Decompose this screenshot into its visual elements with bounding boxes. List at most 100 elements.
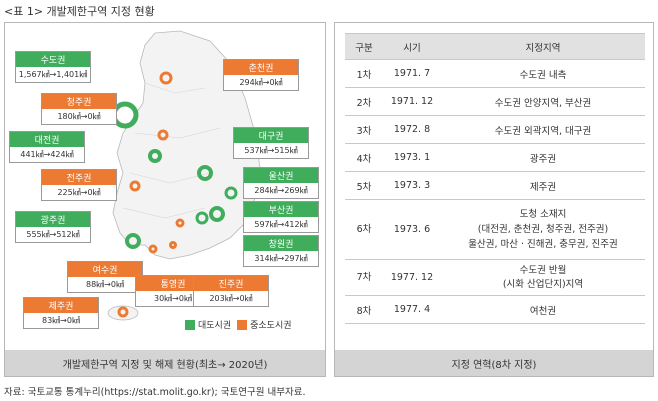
cell-date: 1971. 7 bbox=[383, 59, 441, 88]
greenbelt-sudogwon bbox=[111, 101, 139, 129]
table-row: 4차 1973. 1 광주권 bbox=[345, 143, 645, 172]
cell-order: 2차 bbox=[345, 87, 383, 116]
greenbelt-tongyeong bbox=[169, 241, 177, 249]
table-row: 8차 1977. 4 여천권 bbox=[345, 295, 645, 324]
greenbelt-jeonju bbox=[129, 180, 141, 192]
table-panel: 구분 시기 지정지역 1차 1971. 7 수도권 내측 2차 1971. 12… bbox=[334, 22, 654, 377]
greenbelt-gwangju bbox=[125, 233, 141, 249]
cell-area: 제주권 bbox=[441, 171, 645, 200]
label-changwon: 창원권 314㎢→297㎢ bbox=[243, 235, 319, 267]
greenbelt-cheongju bbox=[157, 129, 169, 141]
map-panel: 수도권 1,567㎢→1,401㎢ 청주권 180㎢→0㎢ 대전권 441㎢→4… bbox=[4, 22, 326, 377]
cell-order: 5차 bbox=[345, 171, 383, 200]
label-name: 광주권 bbox=[16, 212, 90, 227]
cell-order: 7차 bbox=[345, 259, 383, 296]
greenbelt-daejeon bbox=[148, 149, 162, 163]
label-name: 창원권 bbox=[244, 236, 318, 251]
label-name: 통영권 bbox=[136, 276, 210, 291]
table-row: 1차 1971. 7 수도권 내측 bbox=[345, 59, 645, 88]
cell-area: 수도권 반월 (시화 산업단지)지역 bbox=[441, 259, 645, 296]
label-value: 294㎢→0㎢ bbox=[239, 78, 283, 87]
table-row: 3차 1972. 8 수도권 외곽지역, 대구권 bbox=[345, 115, 645, 144]
label-value: 83㎢→0㎢ bbox=[42, 316, 80, 325]
label-chuncheon: 춘천권 294㎢→0㎢ bbox=[223, 59, 299, 91]
label-jeonju: 전주권 225㎢→0㎢ bbox=[41, 169, 117, 201]
label-busan: 부산권 597㎢→412㎢ bbox=[243, 201, 319, 233]
cell-area-line: 울산권, 마산 · 진해권, 충무권, 진주권 bbox=[468, 239, 618, 250]
label-value: 555㎢→512㎢ bbox=[26, 230, 80, 239]
label-value: 314㎢→297㎢ bbox=[254, 254, 308, 263]
label-value: 203㎢→0㎢ bbox=[209, 294, 253, 303]
table-caption: 지정 연혁(8차 지정) bbox=[335, 350, 653, 376]
cell-order: 8차 bbox=[345, 295, 383, 324]
legend-label: 대도시권 bbox=[198, 321, 232, 331]
label-value: 88㎢→0㎢ bbox=[86, 280, 124, 289]
table-row: 7차 1977. 12 수도권 반월 (시화 산업단지)지역 bbox=[345, 259, 645, 296]
cell-area-line: 도청 소재지 bbox=[519, 209, 567, 220]
legend-swatch-green bbox=[185, 319, 195, 330]
label-yeosu: 여수권 88㎢→0㎢ bbox=[67, 261, 143, 293]
map-legend: 대도시권 중소도시권 bbox=[185, 318, 292, 331]
figure-title: <표 1> 개발제한구역 지정 현황 bbox=[4, 5, 155, 18]
cell-date: 1973. 6 bbox=[383, 199, 441, 260]
cell-date: 1977. 4 bbox=[383, 295, 441, 324]
label-value: 180㎢→0㎢ bbox=[57, 112, 101, 121]
header-order: 구분 bbox=[345, 33, 383, 60]
label-value: 537㎢→515㎢ bbox=[244, 146, 298, 155]
cell-area: 여천권 bbox=[441, 295, 645, 324]
label-jinju: 진주권 203㎢→0㎢ bbox=[193, 275, 269, 307]
jeju-island-shape bbox=[107, 305, 139, 321]
label-value: 30㎢→0㎢ bbox=[154, 294, 192, 303]
greenbelt-busan bbox=[209, 206, 225, 222]
label-daejeon: 대전권 441㎢→424㎢ bbox=[9, 131, 85, 163]
cell-order: 4차 bbox=[345, 143, 383, 172]
cell-area-line: 수도권 반월 bbox=[519, 264, 567, 276]
label-sudogwon: 수도권 1,567㎢→1,401㎢ bbox=[15, 51, 91, 83]
designation-history-table: 구분 시기 지정지역 1차 1971. 7 수도권 내측 2차 1971. 12… bbox=[345, 33, 645, 324]
label-gwangju: 광주권 555㎢→512㎢ bbox=[15, 211, 91, 243]
cell-date: 1971. 12 bbox=[383, 87, 441, 116]
greenbelt-ulsan bbox=[224, 186, 238, 200]
cell-area: 광주권 bbox=[441, 143, 645, 172]
legend-label: 중소도시권 bbox=[250, 321, 292, 331]
table-row: 5차 1973. 3 제주권 bbox=[345, 171, 645, 200]
greenbelt-yeosu bbox=[148, 244, 158, 254]
header-area: 지정지역 bbox=[441, 33, 645, 60]
map-caption: 개발제한구역 지정 및 해제 현황(최초→ 2020년) bbox=[5, 350, 325, 376]
table-row: 2차 1971. 12 수도권 안양지역, 부산권 bbox=[345, 87, 645, 116]
greenbelt-daegu bbox=[197, 165, 213, 181]
cell-date: 1977. 12 bbox=[383, 259, 441, 296]
greenbelt-changwon bbox=[195, 211, 209, 225]
label-value: 284㎢→269㎢ bbox=[254, 186, 308, 195]
label-name: 전주권 bbox=[42, 170, 116, 185]
table-header-row: 구분 시기 지정지역 bbox=[345, 33, 645, 60]
label-name: 청주권 bbox=[42, 94, 116, 109]
greenbelt-jeju bbox=[117, 306, 129, 318]
legend-swatch-orange bbox=[237, 319, 248, 330]
label-jeju: 제주권 83㎢→0㎢ bbox=[23, 297, 99, 329]
label-name: 대전권 bbox=[10, 132, 84, 147]
header-date: 시기 bbox=[383, 33, 441, 60]
label-value: 597㎢→412㎢ bbox=[254, 220, 308, 229]
cell-area-line: (시화 산업단지)지역 bbox=[502, 278, 584, 290]
label-ulsan: 울산권 284㎢→269㎢ bbox=[243, 167, 319, 199]
label-daegu: 대구권 537㎢→515㎢ bbox=[233, 127, 309, 159]
legend-item: 대도시권 bbox=[185, 318, 231, 331]
source-note: 자료: 국토교통 통계누리(https://stat.molit.go.kr);… bbox=[4, 387, 306, 398]
label-name: 부산권 bbox=[244, 202, 318, 217]
label-value: 225㎢→0㎢ bbox=[57, 188, 101, 197]
label-name: 울산권 bbox=[244, 168, 318, 183]
label-name: 대구권 bbox=[234, 128, 308, 143]
cell-date: 1973. 1 bbox=[383, 143, 441, 172]
label-value: 1,567㎢→1,401㎢ bbox=[18, 70, 88, 79]
cell-order: 3차 bbox=[345, 115, 383, 144]
cell-area: 수도권 외곽지역, 대구권 bbox=[441, 115, 645, 144]
label-name: 춘천권 bbox=[224, 60, 298, 75]
cell-area: 수도권 내측 bbox=[441, 59, 645, 88]
table-row: 6차 1973. 6 도청 소재지 (대전권, 춘천권, 청주권, 전주권) 울… bbox=[345, 199, 645, 260]
greenbelt-chuncheon bbox=[159, 71, 173, 85]
cell-order: 6차 bbox=[345, 199, 383, 260]
greenbelt-jinju bbox=[175, 218, 185, 228]
cell-area-line: (대전권, 춘천권, 청주권, 전주권) bbox=[477, 224, 609, 235]
label-value: 441㎢→424㎢ bbox=[20, 150, 74, 159]
